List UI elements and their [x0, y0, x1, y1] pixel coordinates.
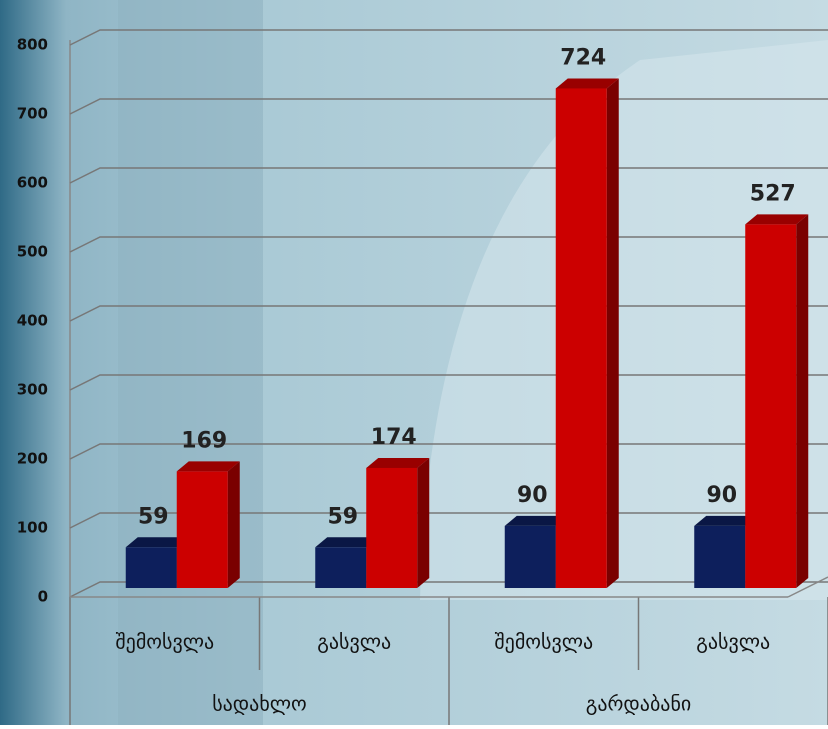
bar [745, 224, 797, 588]
bar-top [315, 537, 379, 548]
y-tick-label: 400 [17, 312, 48, 330]
bar-top [555, 78, 619, 89]
value-label: 59 [138, 504, 169, 529]
value-label: 724 [560, 45, 606, 70]
bar [125, 547, 177, 588]
bar-side [606, 78, 619, 588]
y-tick-label: 100 [17, 519, 48, 537]
value-label: 90 [517, 483, 548, 508]
bar-top [125, 537, 189, 548]
x-axis-depth [787, 576, 828, 598]
bar-top [694, 515, 758, 526]
bar [366, 467, 418, 588]
background-train [420, 40, 828, 600]
bar-top [745, 214, 809, 225]
bar [694, 525, 746, 588]
bar-top [366, 457, 430, 468]
y-tick-label: 800 [17, 36, 48, 54]
x-tick-label: შემოსვლა [115, 630, 214, 654]
y-tick-label: 500 [17, 243, 48, 261]
bar-top [504, 515, 568, 526]
bar [176, 471, 228, 588]
value-label: 527 [750, 181, 796, 206]
bar [504, 525, 556, 588]
bar-side [417, 457, 430, 588]
grid-line [69, 29, 828, 46]
bar-side [227, 461, 240, 588]
background-pillar [118, 0, 263, 725]
x-tick-label: გასვლა [317, 630, 391, 654]
y-tick-label: 300 [17, 381, 48, 399]
group-label: სადახლო [212, 692, 307, 716]
bar-top [176, 461, 240, 472]
y-tick-label: 700 [17, 105, 48, 123]
value-label: 59 [327, 504, 358, 529]
y-tick-label: 200 [17, 450, 48, 468]
value-label: 90 [706, 483, 737, 508]
group-label: გარდაბანი [586, 692, 692, 716]
value-label: 169 [181, 428, 227, 453]
y-tick-label: 0 [38, 588, 48, 606]
bar [315, 547, 367, 588]
bar-side [796, 214, 809, 588]
x-tick-label: გასვლა [696, 630, 770, 654]
y-tick-label: 600 [17, 174, 48, 192]
x-tick-label: შემოსვლა [494, 630, 593, 654]
bar [555, 88, 607, 588]
value-label: 174 [371, 425, 417, 450]
